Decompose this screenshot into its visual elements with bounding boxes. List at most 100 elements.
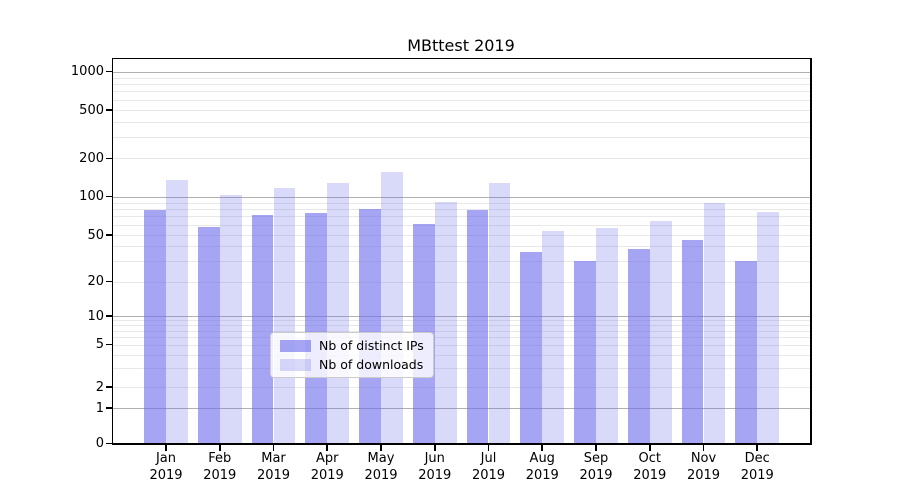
minor-gridline	[112, 224, 811, 226]
x-tick-mark	[218, 444, 221, 451]
bar-nb-of-downloads-mar-2019	[273, 188, 296, 444]
minor-gridline	[112, 261, 811, 263]
minor-gridline	[112, 281, 811, 283]
minor-gridline	[112, 202, 811, 204]
minor-gridline	[112, 77, 811, 79]
x-tick-mark	[541, 444, 544, 451]
bar-nb-of-downloads-sep-2019	[596, 227, 618, 444]
x-tick-mark	[756, 444, 759, 451]
legend-item: Nb of distinct IPs	[280, 339, 424, 352]
legend-swatch-icon	[280, 358, 311, 371]
x-tick-label: Oct 2019	[633, 451, 667, 483]
chart-title: MBttest 2019	[407, 36, 515, 55]
minor-gridline	[112, 136, 811, 138]
x-tick-mark	[595, 444, 597, 451]
bar-nb-of-downloads-oct-2019	[649, 221, 672, 444]
minor-gridline	[112, 91, 811, 93]
y-tick-mark	[106, 109, 112, 111]
major-gridline	[112, 196, 811, 198]
major-gridline	[112, 316, 811, 317]
major-gridline	[112, 408, 811, 409]
legend-item: Nb of downloads	[280, 358, 424, 371]
y-tick-label: 5	[95, 337, 104, 352]
x-tick-label: Dec 2019	[740, 451, 774, 483]
bar-nb-of-downloads-feb-2019	[219, 194, 242, 444]
bar-nb-of-distinct-ips-aug-2019	[520, 251, 543, 444]
y-tick-label: 1	[95, 400, 104, 416]
minor-gridline	[112, 337, 811, 338]
x-tick-mark	[648, 444, 651, 451]
x-tick-label: Apr 2019	[310, 451, 344, 483]
bar-nb-of-distinct-ips-jul-2019	[466, 209, 489, 444]
bar-nb-of-distinct-ips-nov-2019	[681, 240, 704, 444]
y-tick-label: 2	[95, 379, 104, 395]
x-tick-mark	[326, 444, 329, 451]
y-tick-label: 20	[87, 274, 104, 290]
x-tick-label: May 2019	[364, 451, 398, 483]
minor-gridline	[112, 216, 811, 218]
spine-top	[111, 57, 812, 60]
bar-nb-of-distinct-ips-oct-2019	[627, 249, 650, 444]
bar-nb-of-downloads-aug-2019	[542, 230, 565, 444]
legend: Nb of distinct IPs Nb of downloads	[270, 332, 434, 378]
legend-label: Nb of downloads	[319, 357, 424, 372]
x-tick-label: Feb 2019	[203, 451, 237, 483]
minor-gridline	[112, 84, 811, 86]
y-tick-label: 1000	[70, 64, 104, 80]
legend-swatch-icon	[280, 339, 311, 352]
minor-gridline	[112, 235, 811, 236]
minor-gridline	[112, 158, 811, 160]
y-tick-label: 10	[87, 308, 104, 324]
x-tick-mark	[487, 444, 490, 451]
bar-nb-of-distinct-ips-dec-2019	[735, 261, 758, 444]
y-tick-mark	[106, 343, 112, 346]
x-tick-mark	[272, 444, 275, 451]
x-tick-label: Aug 2019	[525, 451, 559, 483]
y-tick-mark	[106, 70, 112, 73]
bar-nb-of-distinct-ips-sep-2019	[574, 261, 596, 444]
bar-nb-of-downloads-jul-2019	[488, 183, 511, 444]
y-tick-mark	[106, 386, 112, 388]
minor-gridline	[112, 344, 811, 346]
minor-gridline	[112, 368, 811, 370]
spine-bottom	[111, 442, 812, 445]
minor-gridline	[112, 387, 811, 388]
x-tick-label: Jan 2019	[149, 451, 183, 483]
y-tick-mark	[106, 315, 112, 317]
y-tick-mark	[106, 280, 112, 283]
bar-nb-of-downloads-may-2019	[381, 171, 403, 444]
y-tick-label: 0	[95, 436, 104, 451]
minor-gridline	[112, 325, 811, 327]
minor-gridline	[112, 110, 811, 111]
bar-nb-of-distinct-ips-apr-2019	[305, 212, 328, 444]
y-tick-label: 100	[79, 189, 104, 205]
minor-gridline	[112, 354, 811, 356]
bar-nb-of-downloads-dec-2019	[757, 211, 780, 444]
minor-gridline	[112, 121, 811, 123]
bar-nb-of-distinct-ips-may-2019	[359, 209, 381, 444]
bar-nb-of-distinct-ips-mar-2019	[251, 214, 274, 444]
y-tick-mark	[106, 234, 112, 236]
minor-gridline	[112, 209, 811, 211]
x-tick-label: Jun 2019	[418, 451, 452, 483]
y-tick-label: 50	[87, 227, 104, 243]
x-tick-label: Mar 2019	[256, 451, 291, 483]
x-tick-label: Jul 2019	[471, 451, 506, 483]
x-tick-mark	[433, 444, 436, 451]
x-tick-label: Sep 2019	[579, 451, 613, 483]
x-tick-mark	[702, 444, 705, 451]
spine-right	[809, 57, 812, 445]
minor-gridline	[112, 320, 811, 322]
major-gridline	[112, 71, 811, 73]
x-tick-mark	[380, 444, 382, 451]
bar-nb-of-downloads-jan-2019	[166, 179, 188, 444]
y-tick-label: 500	[79, 102, 104, 118]
spine-left	[111, 57, 114, 445]
minor-gridline	[112, 330, 811, 332]
x-tick-mark	[165, 444, 167, 451]
y-tick-mark	[106, 157, 112, 160]
y-tick-mark	[106, 442, 112, 445]
minor-gridline	[112, 99, 811, 101]
legend-label: Nb of distinct IPs	[319, 338, 424, 353]
